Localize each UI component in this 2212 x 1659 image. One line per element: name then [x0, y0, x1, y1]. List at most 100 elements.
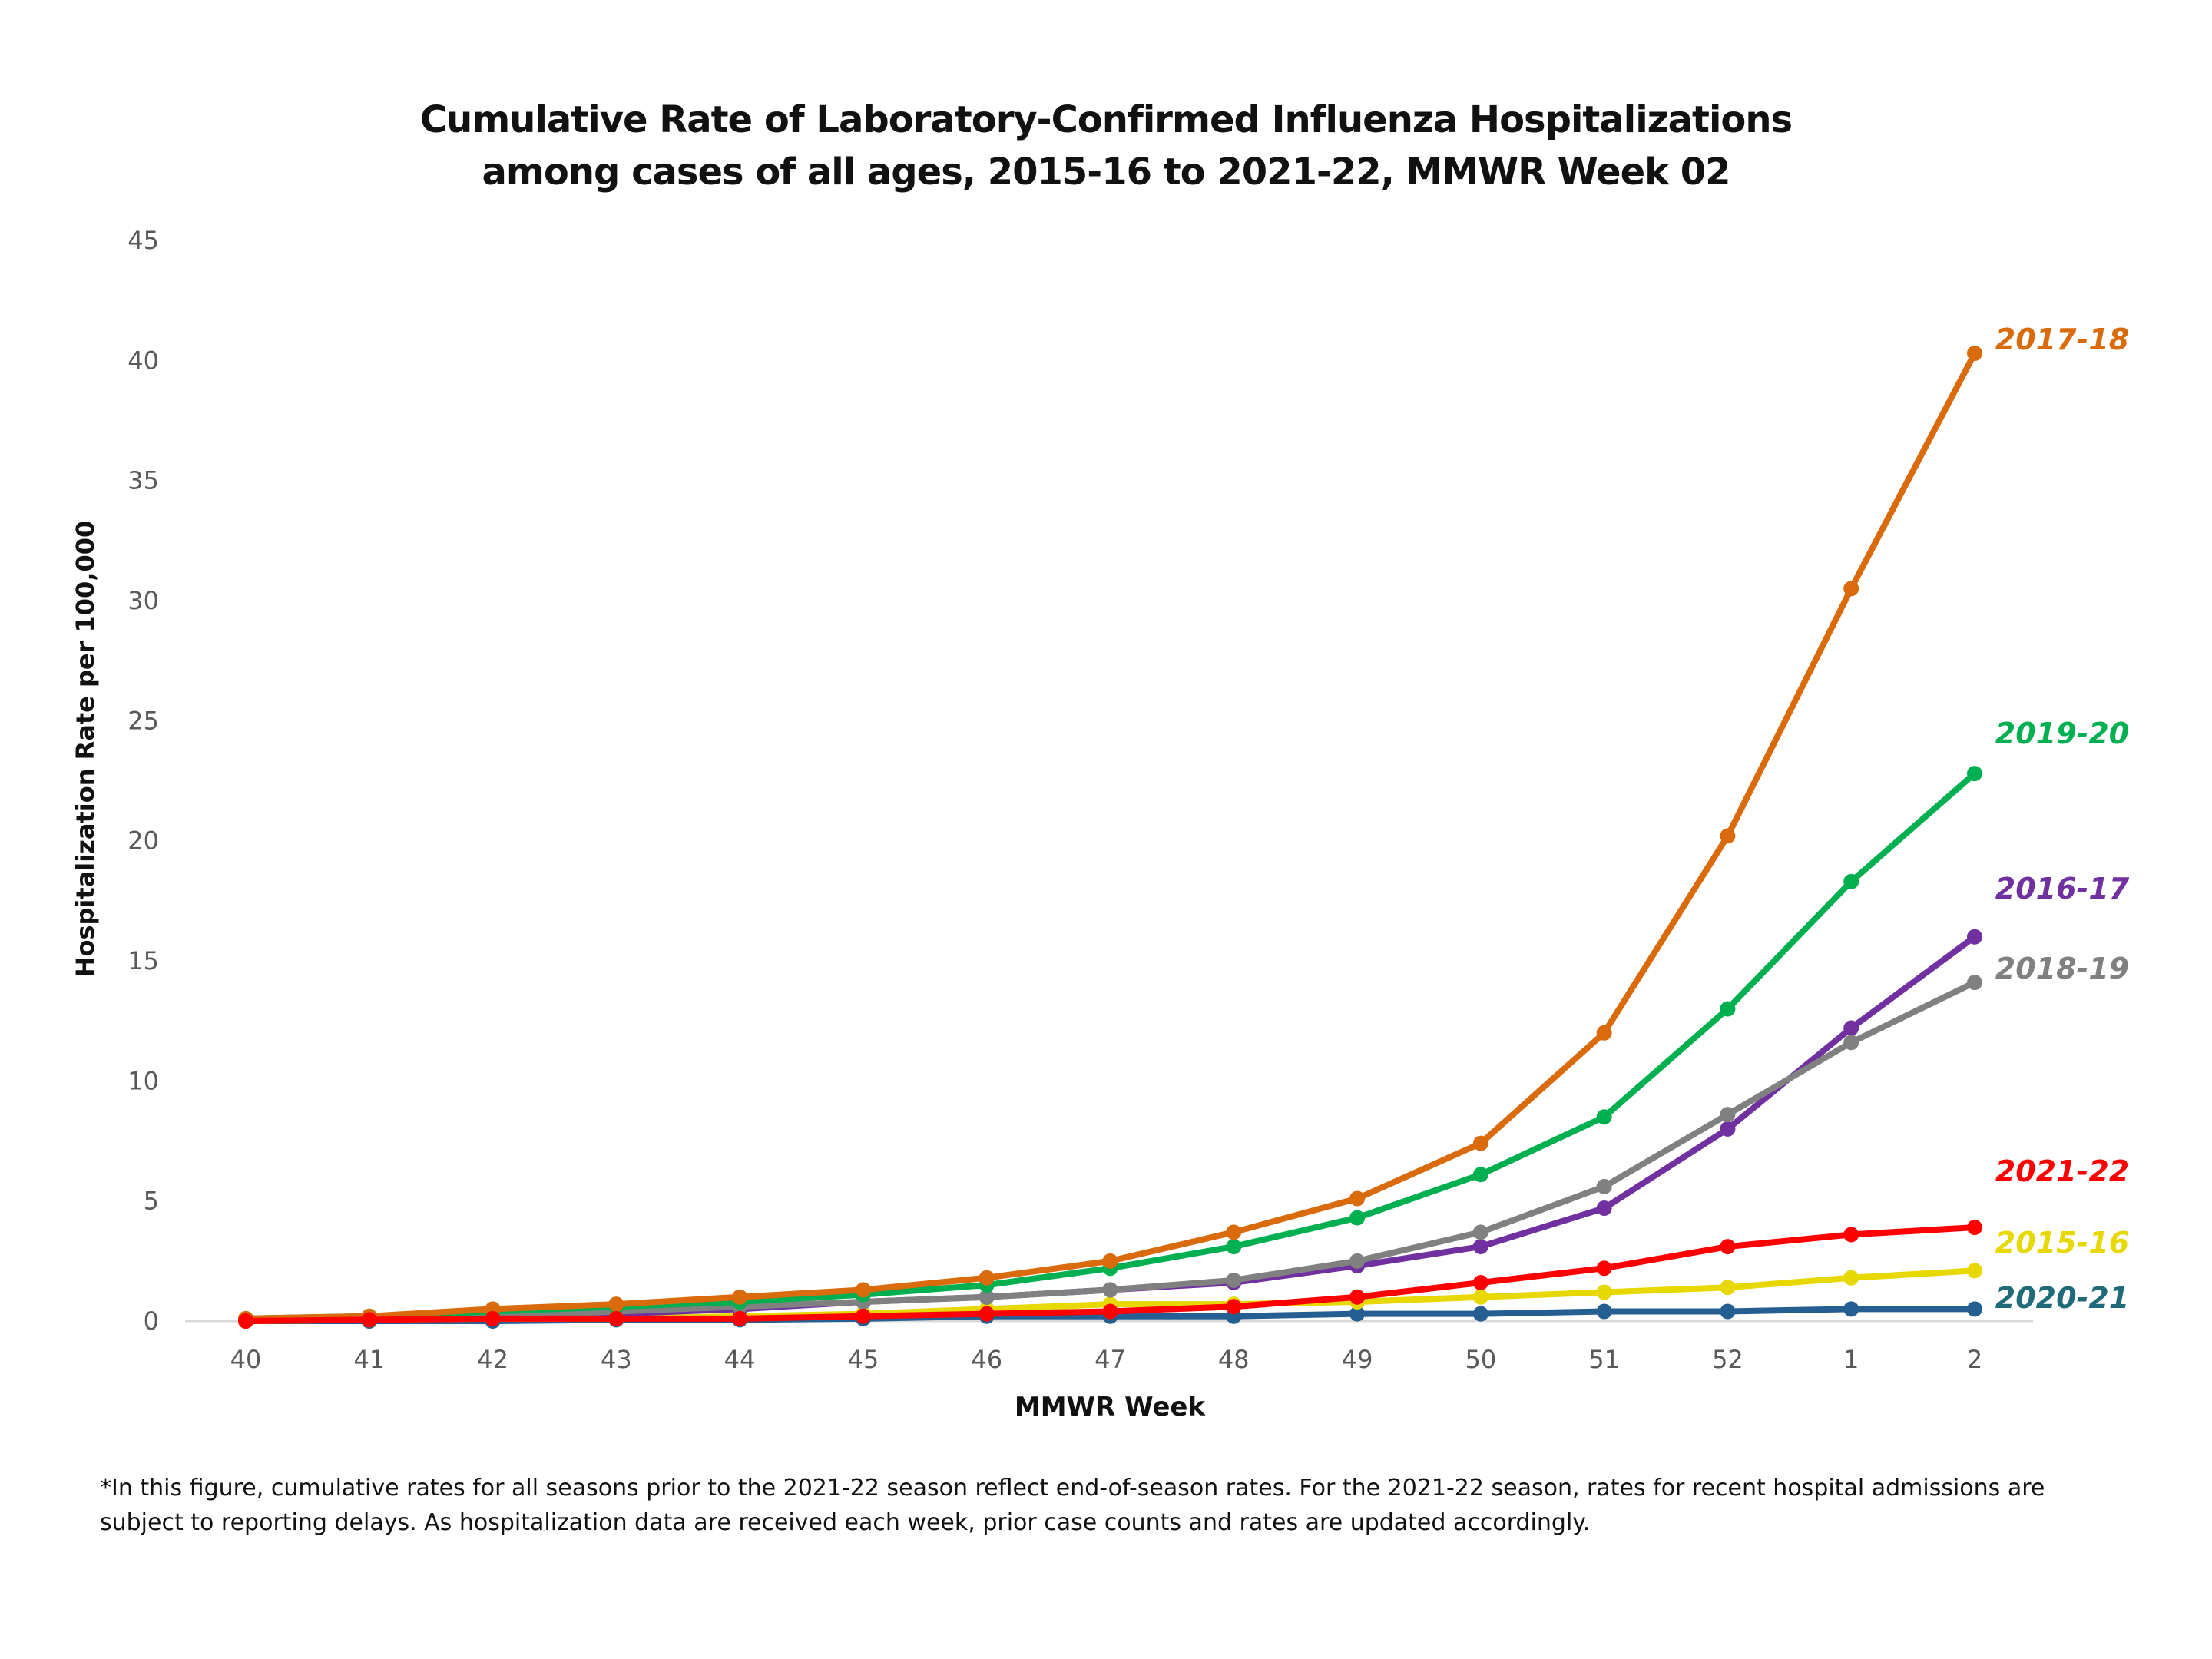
y-tick-label: 20 [127, 826, 159, 856]
series-2017-18: 2017-18 [238, 323, 2129, 1326]
data-point [1967, 929, 1982, 945]
data-point [1349, 1190, 1366, 1207]
chart-subtitle: among cases of all ages, 2015-16 to 2021… [482, 151, 1730, 194]
data-point [1226, 1239, 1242, 1255]
y-tick-label: 25 [127, 706, 159, 735]
x-tick-label: 44 [724, 1345, 756, 1374]
data-point [1720, 1239, 1736, 1255]
data-point [1472, 1167, 1488, 1183]
footnote: *In this figure, cumulative rates for al… [100, 1475, 2045, 1536]
data-point [1843, 1020, 1859, 1036]
data-point [1967, 1263, 1982, 1279]
data-point [1720, 1001, 1736, 1017]
data-point [732, 1310, 748, 1326]
data-point [1843, 1035, 1859, 1051]
data-point [485, 1310, 501, 1326]
data-point [1843, 873, 1859, 889]
data-point [1596, 1109, 1612, 1125]
data-point [1720, 1303, 1736, 1320]
data-point [1843, 1227, 1859, 1243]
series-line [245, 352, 1978, 1322]
series-lines: 2020-21 2015-16 2016-17 2018-19 2019-20 2017-… [238, 323, 2130, 1329]
data-point [1349, 1210, 1366, 1226]
series-label: 2018-19 [1995, 952, 2129, 985]
data-point [1226, 1272, 1242, 1288]
data-point [1843, 581, 1859, 597]
x-tick-label: 42 [477, 1345, 508, 1374]
data-point [238, 1313, 253, 1329]
data-point [1349, 1306, 1366, 1322]
data-point [1472, 1239, 1488, 1255]
x-tick-label: 41 [353, 1345, 385, 1374]
data-point [1967, 1301, 1982, 1317]
y-tick-label: 5 [144, 1187, 159, 1216]
data-point [1720, 828, 1736, 844]
data-point [1349, 1253, 1366, 1269]
data-point [1720, 1107, 1736, 1123]
data-point [1596, 1303, 1612, 1320]
data-point [1843, 1301, 1859, 1317]
data-point [1843, 1270, 1859, 1286]
y-tick-label: 35 [127, 466, 159, 495]
x-tick-label: 49 [1342, 1345, 1373, 1374]
data-point [1102, 1253, 1118, 1269]
y-tick-label: 30 [127, 586, 159, 615]
x-tick-label: 47 [1094, 1345, 1126, 1374]
data-point [855, 1308, 871, 1324]
x-tick-label: 1 [1843, 1345, 1859, 1374]
y-axis-title: Hospitalization Rate per 100,000 [71, 521, 100, 978]
chart-title-line1: Cumulative Rate of Laboratory-Confirmed … [419, 98, 1793, 141]
data-point [1967, 1220, 1982, 1236]
data-point [1472, 1274, 1488, 1290]
series-2021-22: 2021-22 [238, 1154, 2129, 1329]
series-label: 2020-21 [1995, 1281, 2129, 1315]
data-point [1472, 1135, 1488, 1151]
series-label: 2015-16 [1995, 1226, 2129, 1260]
x-tick-label: 40 [230, 1345, 262, 1374]
x-tick-label: 51 [1588, 1345, 1620, 1374]
data-point [1226, 1224, 1242, 1240]
series-label: 2016-17 [1995, 872, 2130, 906]
x-tick-label: 48 [1218, 1345, 1250, 1374]
data-point [1596, 1200, 1612, 1217]
data-point [1720, 1121, 1736, 1137]
chart-title: Cumulative Rate of Laboratory-Confirmed … [0, 94, 2212, 198]
x-tick-label: 45 [848, 1345, 879, 1374]
data-point [979, 1270, 995, 1286]
series-label: 2017-18 [1995, 323, 2129, 356]
y-tick-label: 0 [144, 1306, 159, 1336]
data-point [732, 1289, 748, 1305]
data-point [361, 1312, 377, 1328]
data-point [1226, 1299, 1242, 1315]
data-point [1472, 1306, 1488, 1322]
data-point [1720, 1280, 1736, 1296]
x-axis-title: MMWR Week [1015, 1392, 1207, 1422]
data-point [1967, 975, 1982, 991]
data-point [1102, 1303, 1118, 1320]
y-tick-label: 15 [127, 946, 159, 975]
series-label: 2019-20 [1995, 717, 2129, 750]
data-point [979, 1306, 995, 1322]
x-tick-label: 52 [1712, 1345, 1743, 1374]
data-point [608, 1296, 624, 1313]
x-tick-label: 50 [1465, 1345, 1496, 1374]
series-2016-17: 2016-17 [238, 872, 2130, 1328]
y-tick-label: 45 [127, 226, 159, 255]
series-2018-19: 2018-19 [238, 952, 2129, 1328]
data-point [1596, 1260, 1612, 1277]
x-tick-label: 43 [601, 1345, 632, 1374]
y-tick-label: 10 [127, 1066, 159, 1095]
series-label: 2021-22 [1995, 1154, 2129, 1188]
data-point [608, 1310, 624, 1326]
data-point [1472, 1289, 1488, 1305]
data-point [979, 1289, 995, 1305]
x-tick-label: 2 [1967, 1345, 1982, 1374]
data-point [855, 1282, 871, 1298]
data-point [1349, 1289, 1366, 1305]
data-point [1596, 1025, 1612, 1041]
data-point [1596, 1284, 1612, 1300]
data-point [1967, 345, 1982, 361]
data-point [1967, 766, 1982, 782]
y-tick-label: 40 [127, 346, 159, 375]
